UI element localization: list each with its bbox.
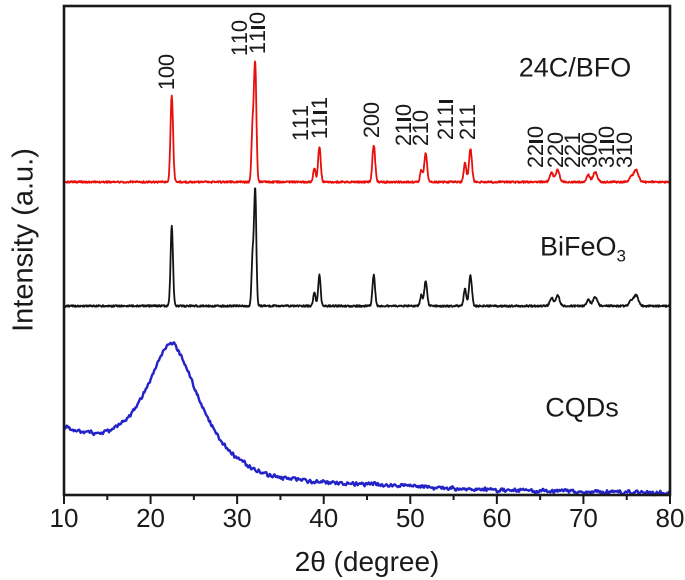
miller-digit: 3: [612, 155, 637, 169]
x-tick-label-60: 60: [482, 503, 512, 533]
miller-digit: 1: [154, 77, 179, 91]
overbar-mark: [313, 111, 327, 114]
x-tick-label-30: 30: [222, 503, 252, 533]
legend-subscript: 3: [616, 246, 626, 266]
curve-24c-bfo: [64, 60, 670, 184]
legend-bifeo: BiFeO3: [540, 231, 626, 266]
miller-digit: 2: [523, 155, 548, 169]
legend-text: BiFeO: [540, 231, 617, 262]
miller-digit: 1: [245, 41, 270, 55]
miller-digit: 2: [408, 133, 433, 147]
overbar-mark: [529, 140, 543, 143]
x-tick-label-40: 40: [309, 503, 339, 533]
x-tick-label-80: 80: [655, 503, 685, 533]
miller-digit: 2: [433, 127, 458, 141]
curve-bifeo3: [64, 187, 670, 308]
x-axis-title: 2θ (degree): [294, 546, 440, 577]
miller-digit: 1: [307, 126, 332, 140]
overbar-mark: [439, 100, 453, 103]
miller-digit: 2: [455, 127, 480, 141]
legend-24c-bfo: 24C/BFO: [519, 53, 632, 84]
legend-cqds: CQDs: [545, 393, 619, 424]
curve-cqds: [63, 341, 671, 497]
x-tick-label-50: 50: [395, 503, 425, 533]
overbar-mark: [397, 118, 411, 121]
x-tick-label-20: 20: [136, 503, 166, 533]
y-axis-title: Intensity (a.u.): [7, 148, 40, 332]
x-tick-label-10: 10: [49, 503, 79, 533]
miller-digit: 2: [359, 125, 384, 139]
miller-digit: 1: [288, 128, 313, 142]
x-tick-label-70: 70: [568, 503, 598, 533]
legend-text: 24C/BFO: [518, 52, 632, 83]
legend-text: CQDs: [545, 392, 619, 423]
overbar-mark: [251, 26, 265, 29]
overbar-mark: [600, 140, 614, 143]
